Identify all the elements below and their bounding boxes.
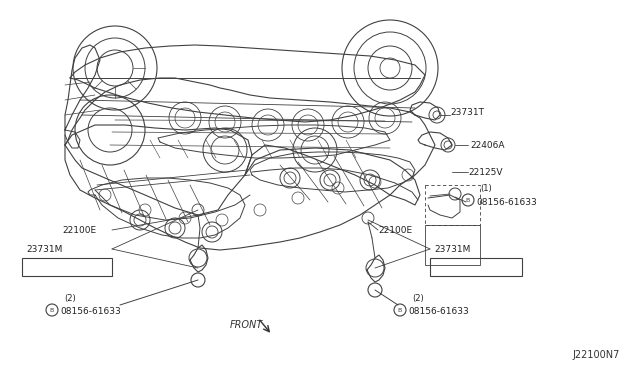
Text: B: B <box>398 308 402 312</box>
Text: (2): (2) <box>64 294 76 302</box>
Text: 23731M: 23731M <box>26 244 62 253</box>
Bar <box>430 258 522 276</box>
Text: 08156-61633: 08156-61633 <box>408 308 468 317</box>
Text: 08156-61633: 08156-61633 <box>476 198 537 206</box>
Text: 08156-61633: 08156-61633 <box>60 308 121 317</box>
Text: 22406A: 22406A <box>470 141 504 150</box>
Text: B: B <box>50 308 54 312</box>
Bar <box>425 225 480 265</box>
Text: (1): (1) <box>480 183 492 192</box>
Text: J22100N7: J22100N7 <box>573 350 620 360</box>
Text: 22125V: 22125V <box>468 167 502 176</box>
Bar <box>22 258 112 276</box>
Text: 22100E: 22100E <box>62 225 96 234</box>
Text: B: B <box>466 198 470 202</box>
Text: 22100E: 22100E <box>378 225 412 234</box>
Text: 23731M: 23731M <box>434 244 470 253</box>
Text: (2): (2) <box>412 294 424 302</box>
Text: 23731T: 23731T <box>450 108 484 116</box>
Text: FRONT: FRONT <box>230 320 263 330</box>
